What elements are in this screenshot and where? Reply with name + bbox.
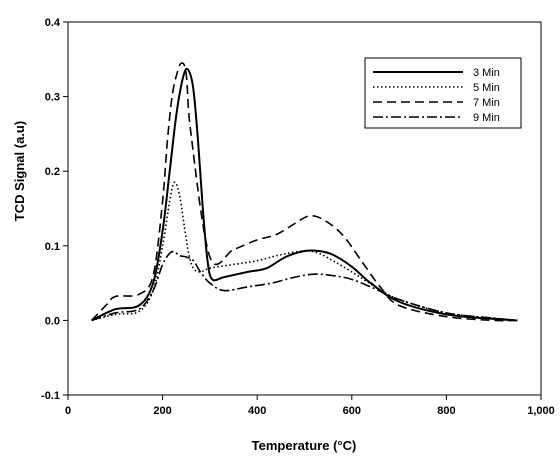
x-tick-label: 1,000 [527,405,555,417]
y-tick-label: 0.3 [45,92,60,104]
x-tick-label: 400 [248,405,266,417]
x-axis-ticks: 0 200 400 600 800 1,000 [65,395,555,417]
series-line-3-min [91,67,518,322]
series-line-7-min [91,62,518,322]
x-axis-title: Temperature (°C) [252,438,357,453]
x-tick-label: 200 [153,405,171,417]
y-axis-ticks: -0.1 0.0 0.1 0.2 0.3 0.4 [41,17,68,402]
y-tick-label: 0.1 [45,241,60,253]
y-tick-label: 0.0 [45,315,60,327]
y-tick-label: -0.1 [41,390,60,402]
plot-frame [67,21,542,396]
y-tick-label: 0.4 [45,17,61,29]
x-tick-label: 600 [343,405,361,417]
plot-border [67,21,542,396]
legend-label: 9 Min [473,112,500,124]
x-tick-label: 0 [65,405,71,417]
x-tick-label: 800 [437,405,455,417]
legend: 3 Min 5 Min 7 Min 9 Min [364,57,522,129]
series-line-9-min [91,250,518,322]
series-lines [91,62,518,322]
y-axis-title: TCD Signal (a.u) [12,121,27,221]
y-tick-label: 0.2 [45,166,60,178]
legend-label: 3 Min [473,67,500,79]
legend-label: 5 Min [473,82,500,94]
series-line-5-min [91,181,518,322]
legend-label: 7 Min [473,97,500,109]
